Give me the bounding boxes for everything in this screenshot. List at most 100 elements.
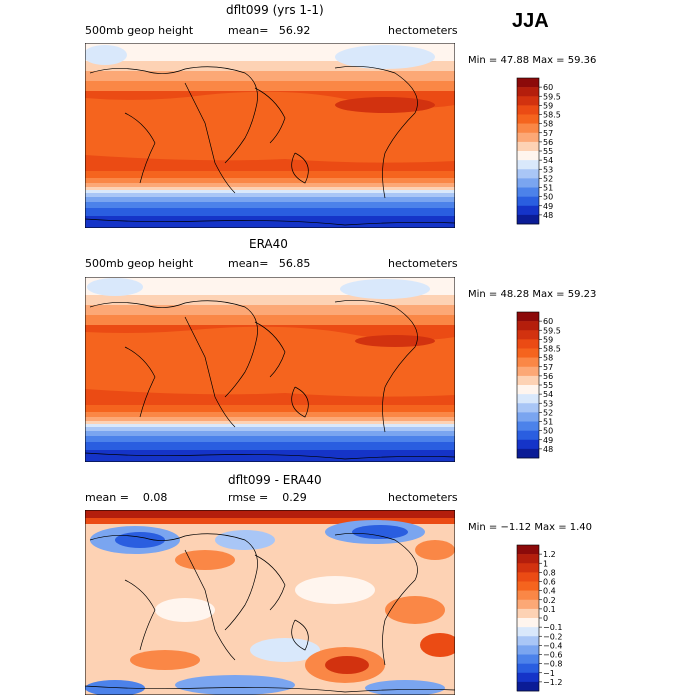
panel2-map <box>85 277 455 462</box>
colorbar-tick-label: 58.5 <box>543 111 561 120</box>
panel1-variable-label: 500mb geop height <box>85 24 194 37</box>
colorbar-tick-label: −0.1 <box>543 623 562 632</box>
panel2-units: hectometers <box>388 257 458 270</box>
colorbar-swatch <box>517 312 539 322</box>
colorbar-swatch <box>517 645 539 655</box>
panel2-min-label: Min = <box>468 289 498 300</box>
colorbar-swatch <box>517 87 539 97</box>
colorbar-tick-label: −0.6 <box>543 651 562 660</box>
colorbar-tick-label: 55 <box>543 381 553 390</box>
colorbar-tick-label: −0.4 <box>543 641 562 650</box>
panel1-title: dflt099 (yrs 1-1) <box>226 3 324 17</box>
colorbar-swatch <box>517 403 539 413</box>
colorbar-swatch <box>517 375 539 386</box>
panel3-mean-value: 0.08 <box>142 491 168 504</box>
panel1-max-value: 59.36 <box>567 55 597 66</box>
panel2-mean: mean= 56.85 <box>228 257 310 270</box>
panel2-title: ERA40 <box>249 237 288 251</box>
colorbar-swatch <box>517 205 539 216</box>
colorbar-tick-label: 59.5 <box>543 326 561 335</box>
colorbar-swatch <box>517 412 539 422</box>
panel2-variable-label: 500mb geop height <box>85 257 194 270</box>
colorbar-swatch <box>517 430 539 441</box>
colorbar-tick-label: 59.5 <box>543 92 561 101</box>
colorbar-swatch <box>517 545 539 555</box>
colorbar-tick-label: 0 <box>543 614 548 623</box>
colorbar-swatch <box>517 214 539 225</box>
colorbar-swatch <box>517 448 539 459</box>
colorbar-swatch <box>517 394 539 404</box>
colorbar-tick-label: 51 <box>543 184 553 193</box>
colorbar-swatch <box>517 618 539 628</box>
panel3-rmse-value: 0.29 <box>282 491 307 504</box>
panel3-units: hectometers <box>388 491 458 504</box>
colorbar-swatch <box>517 572 539 582</box>
panel2-max-label: Max = <box>532 289 565 300</box>
season-label: JJA <box>512 10 549 32</box>
colorbar-tick-label: 48 <box>543 445 553 454</box>
colorbar-tick-label: 58.5 <box>543 345 561 354</box>
colorbar-tick-label: −1 <box>543 669 555 678</box>
colorbar-swatch <box>517 169 539 179</box>
panel2-mean-value: 56.85 <box>278 257 311 270</box>
colorbar-tick-label: 48 <box>543 211 553 220</box>
colorbar-swatch <box>517 178 539 188</box>
colorbar-tick-label: 57 <box>543 363 553 372</box>
panel1-max-label: Max = <box>532 55 565 66</box>
panel1-mean-label: mean= <box>228 24 269 37</box>
colorbar-swatch <box>517 151 539 161</box>
colorbar-tick-label: −0.2 <box>543 632 562 641</box>
panel2-minmax: Min = 48.28 Max = 59.23 <box>468 289 596 300</box>
panel3-max-value: 1.40 <box>569 522 593 533</box>
colorbar-tick-label: 53 <box>543 165 553 174</box>
panel3-min-label: Min = <box>468 522 498 533</box>
colorbar-swatch <box>517 141 539 152</box>
colorbar-swatch <box>517 636 539 646</box>
colorbar-swatch <box>517 421 539 431</box>
colorbar-swatch <box>517 581 539 591</box>
panel3-mean-label: mean = <box>85 491 129 504</box>
colorbar-swatch <box>517 681 539 692</box>
colorbar-tick-label: 56 <box>543 372 553 381</box>
colorbar-tick-label: 49 <box>543 202 553 211</box>
colorbar-swatch <box>517 321 539 331</box>
colorbar-tick-label: 1.2 <box>543 550 556 559</box>
colorbar-swatch <box>517 563 539 573</box>
colorbar-tick-label: 1 <box>543 559 548 568</box>
panel1-mean: mean= 56.92 <box>228 24 310 37</box>
panel1-min-value: 47.88 <box>500 55 530 66</box>
panel2-min-value: 48.28 <box>500 289 530 300</box>
colorbar-tick-label: 0.2 <box>543 596 556 605</box>
colorbar-swatch <box>517 599 539 610</box>
colorbar-tick-label: 0.1 <box>543 605 556 614</box>
panel2-mean-label: mean= <box>228 257 269 270</box>
colorbar-tick-label: −0.8 <box>543 660 562 669</box>
colorbar-swatch <box>517 608 539 619</box>
colorbar-tick-label: 54 <box>543 156 553 165</box>
panel3-title: dflt099 - ERA40 <box>228 473 322 487</box>
colorbar-tick-label: 51 <box>543 418 553 427</box>
colorbar-swatch <box>517 439 539 450</box>
colorbar-tick-label: 0.8 <box>543 568 556 577</box>
colorbar-swatch <box>517 132 539 143</box>
colorbar-tick-label: 58 <box>543 120 553 129</box>
colorbar-swatch <box>517 385 539 395</box>
colorbar-swatch <box>517 554 539 564</box>
colorbar-tick-label: −1.2 <box>543 678 562 687</box>
colorbar-tick-label: 0.6 <box>543 578 556 587</box>
colorbar-swatch <box>517 654 539 664</box>
colorbar-tick-label: 52 <box>543 408 553 417</box>
panel3-rmse-label: rmse = <box>228 491 269 504</box>
colorbar-swatch <box>517 114 539 124</box>
colorbar-tick-label: 59 <box>543 335 553 344</box>
panel3-map <box>85 510 455 695</box>
colorbar-swatch <box>517 339 539 349</box>
colorbar-swatch <box>517 663 539 674</box>
colorbar-swatch <box>517 78 539 88</box>
colorbar-swatch <box>517 196 539 207</box>
colorbar-swatch <box>517 348 539 358</box>
colorbar-swatch <box>517 357 539 368</box>
panel3-colorbar: 1.210.80.60.40.20.10−0.1−0.2−0.4−0.6−0.8… <box>516 544 562 692</box>
